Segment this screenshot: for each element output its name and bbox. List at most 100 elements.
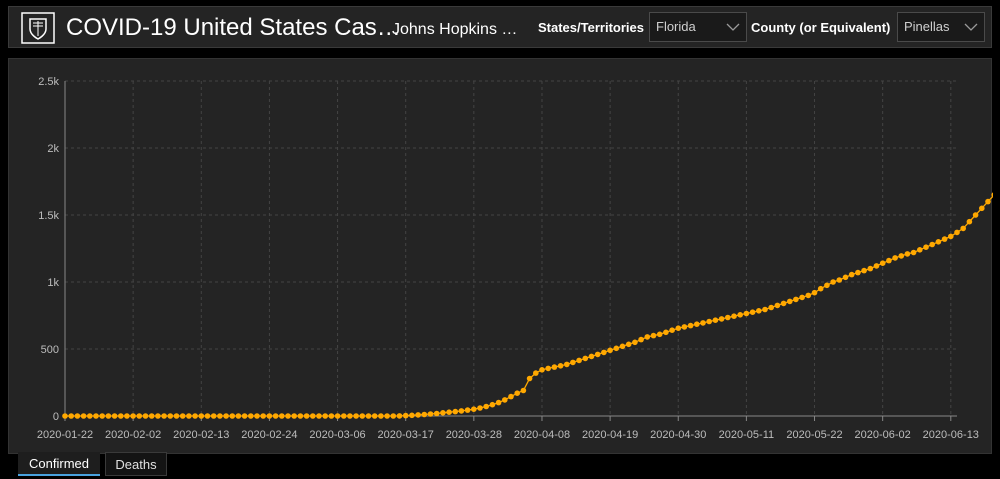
data-point [762,306,768,313]
data-point [272,413,279,419]
data-point [700,320,706,326]
data-point [625,341,632,348]
data-point [186,413,192,419]
data-point [811,289,818,296]
data-point [99,413,105,419]
data-point [706,318,712,325]
county-select-value: Pinellas [904,19,950,34]
data-point [954,229,960,236]
university-shield-icon [21,12,55,44]
x-tick-label: 2020-02-24 [241,429,297,441]
data-point [768,304,774,311]
x-tick-label: 2020-04-08 [514,429,570,441]
data-point [489,401,496,408]
data-point [749,309,756,315]
x-tick-label: 2020-04-30 [650,429,706,441]
cases-line-chart: 0 500 1k 1.5k 2k 2.5k 2020-01-22 2020-02-02 2020… [37,76,993,441]
data-point [910,249,917,256]
data-point [371,413,378,419]
data-point [415,412,421,418]
data-point [179,413,186,419]
x-tick-label: 2020-05-11 [719,429,774,441]
data-point [260,413,266,419]
data-point [167,413,174,419]
data-point [941,236,948,242]
data-point [867,265,874,272]
data-point [297,413,304,419]
data-point [594,351,601,358]
data-point [409,412,415,419]
data-point [111,413,118,419]
data-point [322,413,329,419]
state-select-value: Florida [656,19,696,34]
data-point [557,363,564,369]
data-point [644,334,651,340]
data-point [155,413,161,419]
data-point [756,308,762,314]
data-point [105,413,112,419]
data-point [124,413,130,419]
data-point [892,255,898,261]
data-point [545,365,551,372]
data-point [217,413,223,419]
data-point [223,413,229,419]
data-point [285,413,291,419]
data-point [396,413,403,419]
data-point [229,413,236,419]
data-point [861,267,867,274]
y-tick-label: 0 [53,411,59,423]
data-point [452,408,459,415]
state-select[interactable]: Florida [649,12,747,42]
data-point [799,294,805,301]
data-point [526,375,533,382]
tab-deaths[interactable]: Deaths [105,452,167,476]
data-point [619,343,626,350]
data-point [917,247,923,253]
data-point [384,413,390,419]
data-point [824,282,830,289]
data-point [793,296,799,303]
tab-confirmed[interactable]: Confirmed [18,452,100,476]
data-point [873,263,880,269]
data-point [725,314,731,321]
data-point [681,324,688,330]
data-point [464,407,471,413]
data-point [731,313,737,319]
data-point [780,300,787,307]
y-tick-label: 1k [47,277,59,289]
data-point [737,312,743,318]
data-point [440,410,446,416]
x-tick-label: 2020-05-22 [786,429,842,441]
data-point [687,322,694,329]
data-point [979,205,985,212]
data-point [433,410,440,417]
data-point [130,413,136,419]
data-point [960,225,966,232]
data-point [359,413,366,419]
x-tick-label: 2020-04-19 [582,429,638,441]
dashboard-subtitle: Johns Hopkins … [392,21,518,38]
data-point [210,413,217,419]
x-tick-label: 2020-02-02 [105,429,161,441]
data-point [607,347,613,354]
data-point [948,233,954,240]
data-point [316,413,322,419]
data-point [539,367,545,373]
x-tick-label: 2020-03-06 [309,429,365,441]
data-point [879,260,886,266]
data-point [353,413,359,419]
data-point [805,292,812,299]
data-point [929,241,935,248]
data-point [935,239,942,245]
data-point [817,285,824,292]
data-point [365,413,372,419]
data-point [966,218,973,225]
dashboard-title: COVID-19 United States Cas… [66,14,401,41]
data-point [972,212,979,218]
data-point [855,269,861,276]
county-select[interactable]: Pinellas [897,12,985,42]
data-point [427,411,434,417]
data-point [341,413,347,419]
data-point [551,364,558,370]
data-point [718,316,725,322]
